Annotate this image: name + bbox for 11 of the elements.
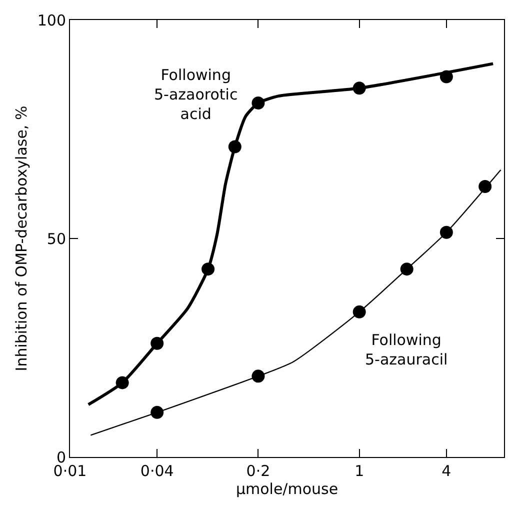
y-axis-title: Inhibition of OMP-decarboxylase, % [12, 106, 31, 372]
x-tick-label: 4 [442, 462, 452, 480]
x-tick-label: 0·01 [53, 462, 87, 480]
x-tick-label: 0·04 [140, 462, 174, 480]
x-tick-label: 0·2 [246, 462, 270, 480]
annotation: Following 5-azaorotic acid [154, 66, 238, 123]
x-axis-title: μmole/mouse [236, 480, 338, 498]
annotation: Following 5-azauracil [365, 331, 448, 368]
x-tick-label: 1 [354, 462, 364, 480]
y-tick-label: 50 [46, 230, 66, 248]
y-tick-label: 100 [37, 11, 66, 30]
